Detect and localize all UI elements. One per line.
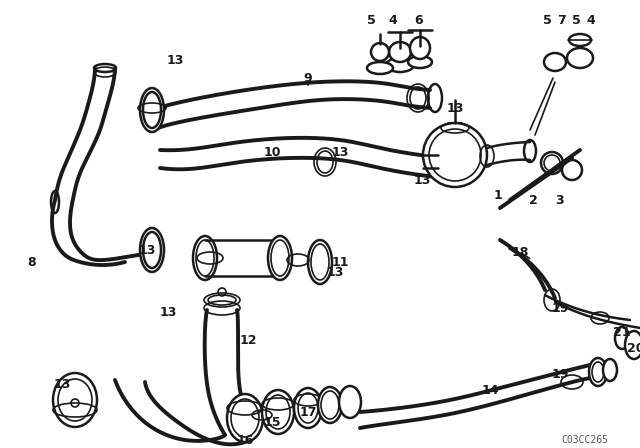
Ellipse shape [625, 331, 640, 359]
Circle shape [423, 123, 487, 187]
Text: 7: 7 [557, 13, 566, 26]
Text: 13: 13 [326, 266, 344, 279]
Text: 13: 13 [53, 378, 70, 391]
Ellipse shape [615, 327, 629, 349]
Ellipse shape [318, 387, 342, 423]
Ellipse shape [603, 359, 617, 381]
Ellipse shape [408, 56, 432, 68]
Text: 13: 13 [446, 102, 464, 115]
Text: 12: 12 [239, 333, 257, 346]
Ellipse shape [268, 236, 292, 280]
Text: 13: 13 [166, 53, 184, 66]
Text: 13: 13 [413, 173, 431, 186]
Ellipse shape [294, 388, 322, 428]
Text: 9: 9 [304, 72, 312, 85]
Text: 4: 4 [587, 13, 595, 26]
Text: 11: 11 [332, 255, 349, 268]
Ellipse shape [569, 34, 591, 46]
Text: 3: 3 [556, 194, 564, 207]
Text: 5: 5 [543, 13, 552, 26]
Ellipse shape [562, 160, 582, 180]
Ellipse shape [262, 390, 294, 434]
Ellipse shape [410, 37, 430, 59]
Ellipse shape [308, 240, 332, 284]
Ellipse shape [140, 228, 164, 272]
Ellipse shape [589, 358, 607, 386]
Ellipse shape [541, 152, 563, 174]
Text: 18: 18 [511, 246, 529, 258]
Ellipse shape [367, 62, 393, 74]
Text: 1: 1 [493, 189, 502, 202]
Text: 13: 13 [159, 306, 177, 319]
Ellipse shape [567, 48, 593, 68]
Ellipse shape [193, 236, 217, 280]
Ellipse shape [371, 43, 389, 61]
Text: 2: 2 [529, 194, 538, 207]
Text: 5: 5 [367, 13, 376, 26]
Text: 8: 8 [28, 255, 36, 268]
Ellipse shape [227, 394, 263, 442]
Text: 6: 6 [415, 13, 423, 26]
Text: 17: 17 [300, 405, 317, 418]
Text: 20: 20 [627, 341, 640, 354]
Text: 5: 5 [572, 13, 580, 26]
Text: 15: 15 [263, 415, 281, 428]
Text: C03CC265: C03CC265 [561, 435, 609, 445]
Text: 21: 21 [613, 326, 631, 339]
Text: 19: 19 [551, 369, 569, 382]
Text: 10: 10 [263, 146, 281, 159]
Text: 13: 13 [332, 146, 349, 159]
Text: 14: 14 [481, 383, 499, 396]
Ellipse shape [544, 53, 566, 71]
Ellipse shape [140, 88, 164, 132]
Text: 16: 16 [236, 434, 253, 447]
Ellipse shape [339, 386, 361, 418]
Text: 19: 19 [551, 302, 569, 314]
Ellipse shape [53, 373, 97, 427]
Text: 13: 13 [138, 244, 156, 257]
Text: 4: 4 [388, 13, 397, 26]
Ellipse shape [386, 58, 414, 72]
Ellipse shape [389, 42, 411, 62]
